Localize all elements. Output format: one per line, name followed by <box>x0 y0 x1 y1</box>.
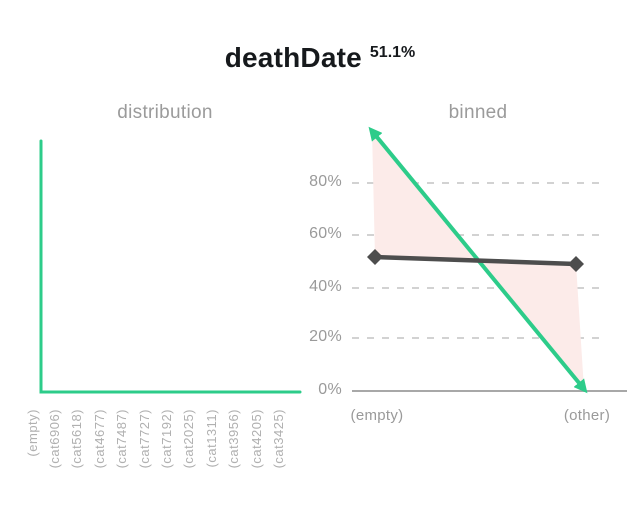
distribution-category-axis: (empty) (cat6906) (cat5618) (cat4677) (c… <box>21 409 291 527</box>
ytick-60: 60% <box>309 225 342 242</box>
category-label: (cat7192) <box>159 409 175 469</box>
category-label: (cat7487) <box>114 409 130 469</box>
binned-target-line <box>374 254 577 267</box>
diamond-marker-right <box>568 256 584 272</box>
category-label: (cat3425) <box>270 409 286 469</box>
header: deathDate 51.1% <box>0 44 640 72</box>
distribution-line <box>39 139 302 394</box>
ytick-80: 80% <box>309 173 342 190</box>
category-label: (cat4205) <box>248 409 264 469</box>
ytick-0: 0% <box>318 381 342 398</box>
category-label: (cat4677) <box>91 409 107 469</box>
category-label: (empty) <box>24 409 40 457</box>
feature-title: deathDate <box>224 42 362 73</box>
binned-subtitle: binned <box>448 102 508 123</box>
binned-xlabel-other: (other) <box>563 407 611 424</box>
ytick-40: 40% <box>309 278 342 295</box>
category-label: (cat7727) <box>136 409 152 469</box>
distribution-subtitle: distribution <box>117 102 213 123</box>
category-label: (cat6906) <box>47 409 63 469</box>
binned-xlabel-empty: (empty) <box>350 407 404 424</box>
feature-percentage: 51.1% <box>369 44 416 61</box>
category-label: (cat5618) <box>69 409 85 469</box>
category-label: (cat1311) <box>203 409 219 468</box>
binned-chart <box>352 126 627 394</box>
ytick-20: 20% <box>309 328 342 345</box>
category-label: (cat2025) <box>181 409 197 469</box>
category-label: (cat3956) <box>226 409 242 469</box>
distribution-chart <box>39 139 302 394</box>
diamond-marker-left <box>367 249 383 265</box>
